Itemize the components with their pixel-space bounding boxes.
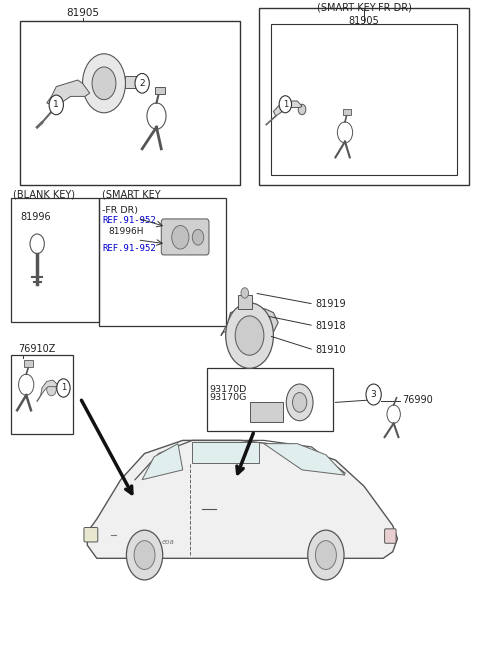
FancyBboxPatch shape [24, 361, 33, 367]
Circle shape [226, 303, 274, 368]
FancyBboxPatch shape [343, 109, 351, 115]
Text: 81919: 81919 [315, 299, 346, 309]
Text: 2: 2 [139, 79, 145, 88]
FancyBboxPatch shape [161, 219, 209, 255]
Polygon shape [264, 443, 345, 475]
Text: (SMART KEY-FR DR): (SMART KEY-FR DR) [317, 3, 411, 13]
Circle shape [286, 384, 313, 420]
Circle shape [366, 384, 381, 405]
Polygon shape [274, 101, 302, 116]
FancyBboxPatch shape [238, 295, 252, 309]
Polygon shape [192, 442, 259, 463]
Text: 81996: 81996 [21, 213, 51, 222]
Text: 1: 1 [61, 384, 66, 392]
Circle shape [298, 104, 306, 114]
Text: 93170G: 93170G [209, 393, 246, 402]
Text: 1: 1 [283, 100, 288, 109]
Circle shape [47, 383, 56, 396]
Circle shape [83, 54, 125, 113]
Circle shape [49, 95, 63, 114]
Text: 81910: 81910 [315, 345, 346, 355]
Circle shape [126, 530, 163, 580]
Polygon shape [142, 443, 183, 480]
Circle shape [135, 74, 149, 93]
Text: 76990: 76990 [402, 395, 433, 405]
Circle shape [172, 226, 189, 249]
Circle shape [308, 530, 344, 580]
Text: REF.91-952: REF.91-952 [103, 216, 156, 224]
Polygon shape [47, 80, 90, 106]
Text: 81905: 81905 [348, 16, 380, 26]
Circle shape [134, 541, 155, 569]
Text: -FR DR): -FR DR) [102, 206, 138, 215]
Text: 81905: 81905 [66, 8, 99, 18]
Text: (BLANK KEY): (BLANK KEY) [13, 190, 75, 200]
FancyBboxPatch shape [124, 76, 139, 88]
Text: 1: 1 [53, 101, 59, 109]
Text: (SMART KEY: (SMART KEY [102, 190, 160, 199]
Text: 3: 3 [371, 390, 376, 399]
Text: 81996H: 81996H [109, 228, 144, 236]
FancyBboxPatch shape [384, 529, 396, 544]
Circle shape [241, 288, 249, 298]
Text: eoa: eoa [162, 539, 175, 545]
Text: 81918: 81918 [315, 320, 346, 331]
Circle shape [315, 541, 336, 569]
Polygon shape [40, 380, 58, 396]
Circle shape [279, 96, 291, 113]
Circle shape [192, 230, 204, 245]
Polygon shape [87, 440, 397, 559]
Circle shape [57, 379, 70, 397]
Circle shape [92, 67, 116, 99]
Circle shape [235, 316, 264, 355]
FancyBboxPatch shape [84, 528, 98, 542]
FancyBboxPatch shape [155, 87, 165, 95]
Text: 76910Z: 76910Z [18, 344, 56, 354]
Polygon shape [221, 306, 278, 336]
FancyBboxPatch shape [250, 403, 283, 422]
Text: 93170D: 93170D [209, 385, 246, 393]
Text: REF.91-952: REF.91-952 [103, 244, 156, 253]
Circle shape [292, 393, 307, 412]
